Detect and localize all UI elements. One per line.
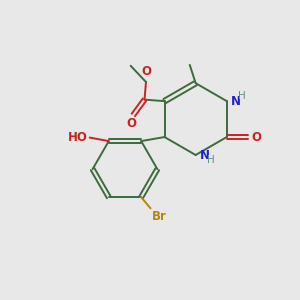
Text: N: N	[231, 94, 241, 108]
Text: H: H	[238, 91, 246, 101]
Text: O: O	[126, 117, 136, 130]
Text: H: H	[207, 155, 214, 165]
Text: O: O	[251, 130, 261, 143]
Text: N: N	[200, 148, 209, 161]
Text: Br: Br	[152, 210, 167, 223]
Text: HO: HO	[68, 131, 87, 144]
Text: O: O	[142, 65, 152, 78]
